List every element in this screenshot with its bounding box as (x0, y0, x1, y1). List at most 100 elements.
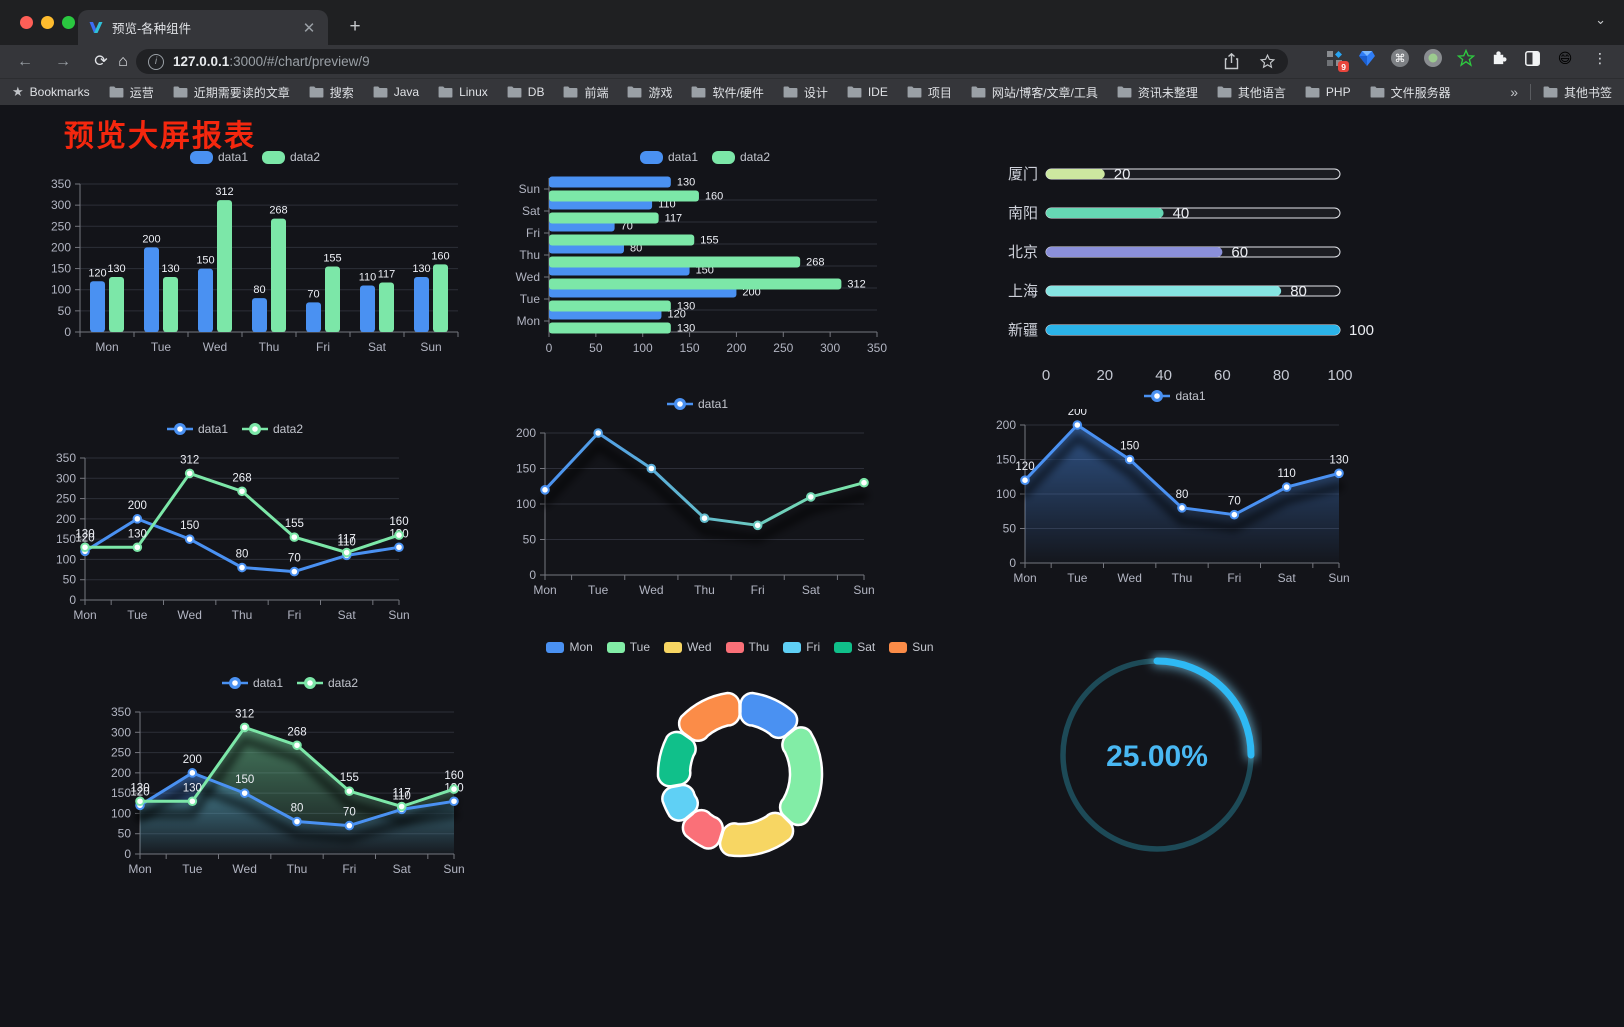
svg-text:200: 200 (183, 754, 202, 766)
svg-text:250: 250 (51, 219, 71, 233)
window-close-button[interactable] (20, 16, 33, 29)
puzzle-extensions-icon[interactable] (1489, 48, 1509, 68)
dark-mode-extension-icon[interactable] (1522, 48, 1542, 68)
share-icon[interactable] (1224, 53, 1239, 70)
chart-area-single: data1 0 50 100 150 200 Mon Tue Wed Thu Fri Sat Sun 12… (985, 385, 1365, 593)
bookmarks-root[interactable]: ★ Bookmarks (12, 84, 90, 99)
legend-item-data2[interactable]: data2 (242, 422, 303, 436)
svg-text:Sat: Sat (338, 608, 357, 622)
tab-close-icon[interactable]: ✕ (302, 19, 316, 37)
svg-text:130: 130 (130, 782, 149, 794)
folder-icon (1370, 86, 1385, 98)
bookmark-folder[interactable]: 近期需要读的文章 (173, 84, 290, 101)
svg-text:300: 300 (111, 725, 131, 739)
folder-icon (847, 86, 862, 98)
legend-item-Thu[interactable]: Thu (725, 640, 769, 654)
window-minimize-button[interactable] (41, 16, 54, 29)
other-bookmarks-folder[interactable]: 其他书签 (1543, 84, 1612, 101)
svg-text:Thu: Thu (287, 862, 308, 876)
bookmark-folder[interactable]: 网站/博客/文章/工具 (971, 84, 1098, 101)
legend-item-data1[interactable]: data1 (166, 422, 228, 436)
bookmark-folder[interactable]: 其他语言 (1217, 84, 1286, 101)
workflow-grid-extension-icon[interactable]: 9 (1324, 48, 1349, 72)
reload-button[interactable]: ⟳ (94, 53, 108, 70)
legend-item-data2[interactable]: data2 (262, 150, 320, 164)
bookmark-folder[interactable]: 游戏 (627, 84, 672, 101)
svg-text:200: 200 (1068, 409, 1087, 418)
svg-text:150: 150 (1120, 441, 1139, 453)
svg-text:155: 155 (285, 518, 304, 530)
green-star-extension-icon[interactable] (1456, 48, 1476, 68)
bookmarks-overflow-chevron[interactable]: » (1510, 84, 1518, 100)
extensions-bar: 9 ⌘ (1324, 48, 1610, 72)
recorder-extension-icon[interactable] (1423, 48, 1443, 68)
legend-item-Wed[interactable]: Wed (664, 640, 712, 654)
folder-icon (971, 86, 986, 98)
svg-text:160: 160 (389, 516, 408, 528)
folder-icon (173, 86, 188, 98)
legend-marker (262, 150, 285, 164)
command-extension-icon[interactable]: ⌘ (1390, 48, 1410, 68)
svg-text:312: 312 (847, 279, 865, 291)
address-bar[interactable]: i 127.0.0.1:3000/#/chart/preview/9 (136, 49, 1288, 74)
bookmark-folder[interactable]: Linux (438, 85, 488, 99)
svg-text:上海: 上海 (1008, 283, 1038, 300)
bookmark-folder[interactable]: 项目 (907, 84, 952, 101)
bookmark-star-icon[interactable] (1259, 53, 1276, 70)
svg-text:150: 150 (180, 520, 199, 532)
svg-text:0: 0 (1042, 367, 1050, 384)
legend-item-data2[interactable]: data2 (297, 676, 358, 690)
legend-item-Tue[interactable]: Tue (606, 640, 650, 654)
emoji-extension-icon[interactable]: 😄 (1557, 49, 1573, 66)
svg-text:100: 100 (633, 341, 653, 355)
legend-item-data1[interactable]: data1 (221, 676, 283, 690)
legend-item-data1[interactable]: data1 (1144, 389, 1206, 403)
bookmark-folder[interactable]: IDE (847, 85, 888, 99)
tab-search-chevron-icon[interactable]: ⌄ (1595, 12, 1606, 27)
svg-text:300: 300 (820, 341, 840, 355)
chart-donut: Mon Tue Wed Thu Fri Sat Sun (546, 636, 934, 886)
browser-tab[interactable]: 预览-各种组件 ✕ (78, 10, 328, 45)
new-tab-button[interactable]: + (349, 16, 361, 37)
legend-item-Mon[interactable]: Mon (546, 640, 593, 654)
svg-text:130: 130 (75, 528, 94, 540)
extension-badge: 9 (1338, 61, 1349, 72)
legend-marker (639, 150, 663, 164)
bookmark-folder[interactable]: 软件/硬件 (691, 84, 764, 101)
bookmark-folder[interactable]: 文件服务器 (1370, 84, 1451, 101)
back-button[interactable]: ← (17, 53, 33, 70)
window-zoom-button[interactable] (62, 16, 75, 29)
legend-item-data1[interactable]: data1 (666, 397, 728, 411)
svg-text:Sun: Sun (443, 862, 464, 876)
svg-text:200: 200 (996, 418, 1016, 432)
browser-menu-button[interactable]: ⋮ (1593, 49, 1607, 66)
legend-item-Fri[interactable]: Fri (783, 640, 820, 654)
bookmark-folder[interactable]: 设计 (783, 84, 828, 101)
bookmark-folder[interactable]: 前端 (563, 84, 608, 101)
bookmark-folder[interactable]: 运营 (109, 84, 154, 101)
gem-extension-icon[interactable] (1357, 48, 1377, 68)
site-info-icon[interactable]: i (148, 53, 164, 70)
svg-text:60: 60 (1214, 367, 1231, 384)
bookmark-folder[interactable]: PHP (1305, 85, 1351, 99)
svg-text:350: 350 (56, 451, 76, 465)
bookmark-folder[interactable]: 搜索 (309, 84, 354, 101)
folder-icon (109, 86, 124, 98)
bookmark-folder[interactable]: Java (373, 85, 419, 99)
legend-item-Sat[interactable]: Sat (834, 640, 875, 654)
bookmark-folder[interactable]: 资讯未整理 (1117, 84, 1198, 101)
home-button[interactable]: ⌂ (118, 53, 128, 70)
legend-item-data1[interactable]: data1 (189, 150, 248, 164)
legend-marker (666, 398, 693, 410)
svg-text:Wed: Wed (177, 608, 201, 622)
legend-item-data1[interactable]: data1 (639, 150, 698, 164)
legend-item-Sun[interactable]: Sun (889, 640, 934, 654)
legend-item-data2[interactable]: data2 (712, 150, 770, 164)
forward-button[interactable]: → (55, 53, 71, 70)
chart-svg: 25.00% (1060, 655, 1257, 852)
svg-text:Mon: Mon (95, 340, 118, 354)
bookmark-folder[interactable]: DB (507, 85, 544, 99)
svg-text:130: 130 (412, 263, 430, 275)
svg-text:Fri: Fri (526, 226, 540, 240)
